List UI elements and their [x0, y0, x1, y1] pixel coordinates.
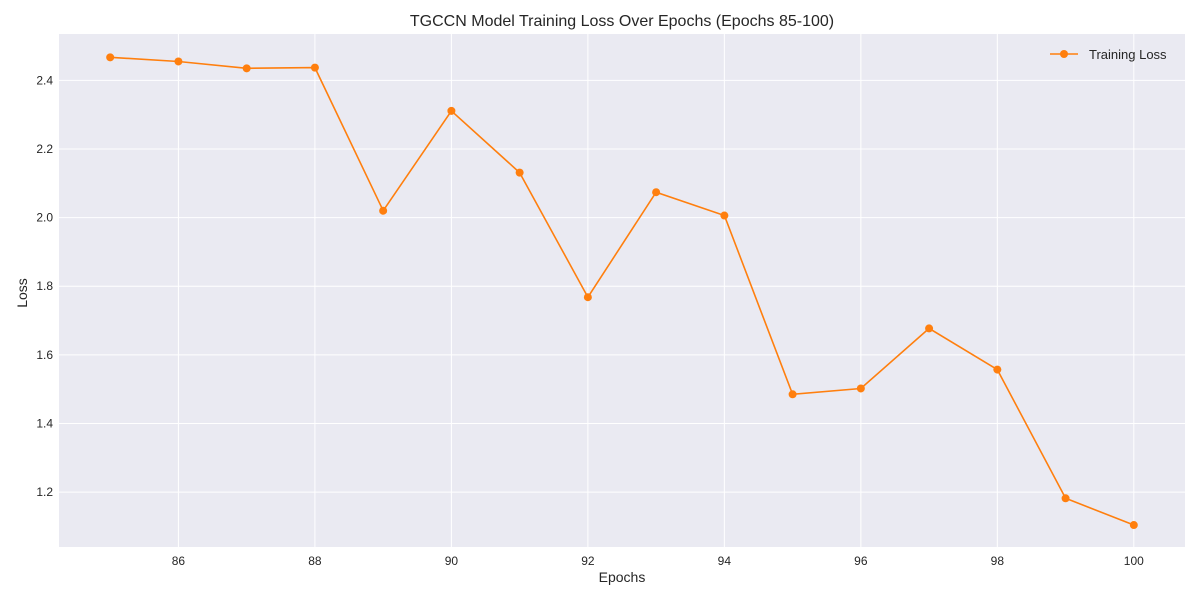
training-loss-line [110, 56, 1135, 526]
x-tick-label: 92 [581, 554, 595, 568]
y-tick-label: 2.0 [36, 211, 53, 225]
y-tick-labels: 1.2 1.4 1.6 1.8 2.0 2.2 2.4 [36, 73, 53, 499]
chart-title: TGCCN Model Training Loss Over Epochs (E… [410, 13, 834, 30]
series-layer [106, 53, 1138, 530]
data-point-epoch-95 [788, 390, 797, 399]
data-point-epoch-97 [925, 324, 934, 333]
data-point-epoch-90 [447, 106, 456, 115]
x-tick-label: 86 [172, 554, 186, 568]
data-point-epoch-88 [310, 63, 319, 72]
y-tick-label: 2.2 [36, 142, 53, 156]
data-point-epoch-87 [242, 64, 251, 73]
data-point-epoch-98 [993, 365, 1002, 374]
x-tick-label: 98 [991, 554, 1005, 568]
y-axis-label: Loss [14, 278, 30, 308]
data-point-epoch-89 [379, 206, 388, 215]
y-tick-label: 2.4 [36, 73, 53, 87]
x-tick-label: 88 [308, 554, 322, 568]
x-gridlines [177, 34, 1135, 547]
data-point-epoch-93 [652, 188, 661, 197]
data-point-epoch-94 [720, 211, 729, 220]
data-point-epoch-85 [106, 53, 115, 62]
legend: Training Loss [1050, 47, 1167, 62]
legend-point-marker [1060, 50, 1068, 58]
data-point-epoch-96 [856, 384, 865, 393]
y-gridlines [59, 79, 1185, 493]
x-tick-label: 94 [718, 554, 732, 568]
data-point-epoch-100 [1129, 521, 1138, 530]
x-tick-label: 90 [445, 554, 459, 568]
x-tick-label: 96 [854, 554, 868, 568]
x-tick-label: 100 [1124, 554, 1144, 568]
data-point-epoch-86 [174, 57, 183, 66]
data-point-epoch-99 [1061, 494, 1070, 503]
x-axis-label: Epochs [599, 569, 646, 585]
x-tick-labels: 86 88 90 92 94 96 98 100 [172, 554, 1144, 568]
legend-label: Training Loss [1089, 47, 1167, 62]
data-point-epoch-92 [583, 293, 592, 302]
y-tick-label: 1.4 [36, 416, 53, 430]
plot-area [59, 34, 1185, 547]
y-tick-label: 1.8 [36, 279, 53, 293]
data-point-epoch-91 [515, 168, 524, 177]
y-tick-label: 1.2 [36, 485, 53, 499]
y-tick-label: 1.6 [36, 348, 53, 362]
